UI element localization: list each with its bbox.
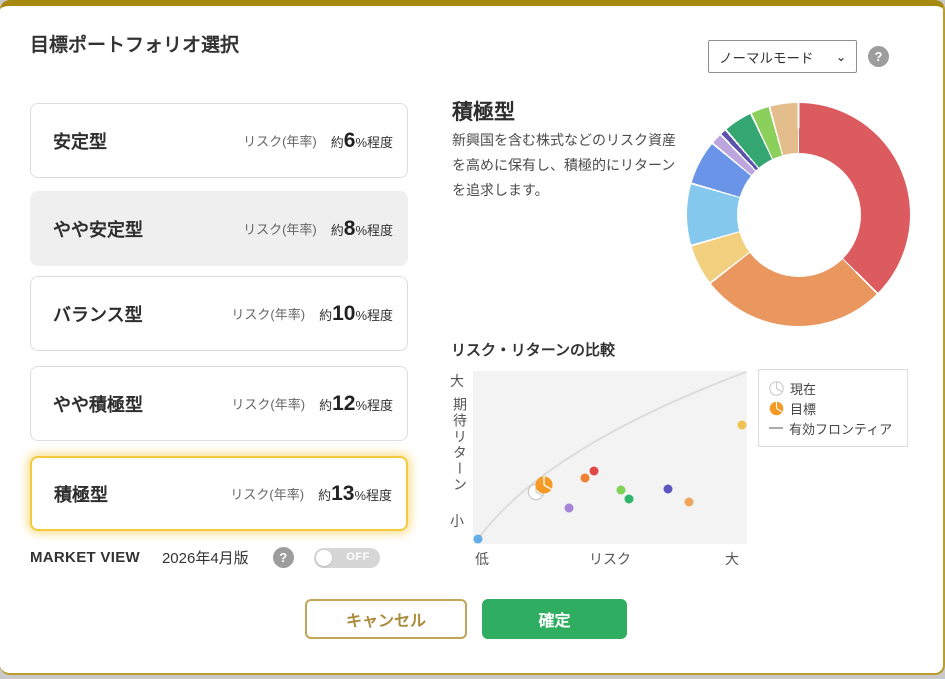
risk-value: 約 6 %程度 <box>330 128 393 152</box>
asset-green-dot <box>624 494 634 504</box>
selected-portfolio-title: 積極型 <box>452 101 515 124</box>
risk-value: 約 13 %程度 <box>318 481 392 505</box>
plot-legend: 現在 目標有効フロンティア <box>758 369 908 447</box>
asset-indigo-dot <box>663 484 673 494</box>
frontier-line-icon <box>769 427 783 429</box>
confirm-button[interactable]: 確定 <box>482 599 627 639</box>
market-view-toggle[interactable]: OFF <box>313 547 380 568</box>
comparison-title: リスク・リターンの比較 <box>451 342 615 359</box>
page-title: 目標ポートフォリオ選択 <box>30 35 240 56</box>
risk-value: 約 12 %程度 <box>319 391 393 415</box>
legend-label: 目標 <box>790 401 817 417</box>
legend-item: 現在 <box>769 378 897 398</box>
risk-label: リスク(年率) <box>230 487 305 502</box>
asset-tan-dot <box>684 497 694 507</box>
portfolio-option-semi-aggressive[interactable]: やや積極型 リスク(年率) 約 12 %程度 <box>30 366 408 441</box>
y-axis-max-label: 大 <box>450 373 464 389</box>
risk-return-plot <box>473 371 747 544</box>
portfolio-option-balanced[interactable]: バランス型 リスク(年率) 約 10 %程度 <box>30 276 408 351</box>
risk-label: リスク(年率) <box>243 222 317 237</box>
allocation-donut-chart <box>687 103 910 326</box>
y-axis-min-label: 小 <box>450 513 464 529</box>
portfolio-name: やや安定型 <box>53 219 143 240</box>
asset-lightgreen-dot <box>616 485 626 495</box>
risk-label: リスク(年率) <box>231 397 306 412</box>
current-pie-icon <box>769 380 784 396</box>
risk-label: リスク(年率) <box>243 134 317 149</box>
mode-help-icon[interactable]: ? <box>868 46 889 67</box>
risk-value: 約 8 %程度 <box>330 216 393 240</box>
market-view-edition: 2026年4月版 <box>161 550 249 567</box>
asset-red-dot <box>589 466 599 476</box>
legend-item: 有効フロンティア <box>769 418 897 438</box>
mode-select-dropdown[interactable]: ノーマルモード ⌄ <box>708 40 857 73</box>
market-view-help-icon[interactable]: ? <box>272 547 294 568</box>
target-pie-marker <box>535 476 554 495</box>
donut-hole <box>736 152 861 277</box>
x-axis-min-label: 低 <box>475 551 489 567</box>
asset-yellow-dot <box>737 420 747 430</box>
toggle-state-label: OFF <box>346 550 370 563</box>
portfolio-option-stable[interactable]: 安定型 リスク(年率) 約 6 %程度 <box>30 103 408 178</box>
portfolio-option-semi-stable[interactable]: やや安定型 リスク(年率) 約 8 %程度 <box>30 191 408 266</box>
legend-item: 目標 <box>769 398 897 418</box>
portfolio-option-aggressive[interactable]: 積極型 リスク(年率) 約 13 %程度 <box>30 456 408 531</box>
y-axis-labels: 大 期待リターン 小 <box>447 371 469 544</box>
portfolio-name: バランス型 <box>53 304 143 325</box>
risk-label: リスク(年率) <box>231 307 306 322</box>
legend-label: 現在 <box>790 381 817 397</box>
selected-portfolio-description: 新興国を含む株式などのリスク資産を高めに保有し、積極的にリターンを追求します。 <box>452 132 676 198</box>
legend-label: 有効フロンティア <box>789 421 893 437</box>
risk-value: 約 10 %程度 <box>319 301 393 325</box>
asset-lightblue-dot <box>473 534 483 544</box>
market-view-label: MARKET VIEW <box>30 549 140 566</box>
portfolio-name: 安定型 <box>53 131 107 152</box>
target-pie-icon <box>769 401 784 416</box>
toggle-knob <box>315 549 332 566</box>
portfolio-name: やや積極型 <box>53 394 143 415</box>
x-axis-title: リスク <box>589 551 631 567</box>
market-view-row: MARKET VIEW 2026年4月版 ? OFF <box>30 547 380 568</box>
asset-orange-dot <box>580 473 590 483</box>
x-axis-max-label: 大 <box>725 551 739 567</box>
cancel-button[interactable]: キャンセル <box>305 599 467 639</box>
efficient-frontier-line <box>474 371 747 544</box>
asset-purple-dot <box>564 503 574 513</box>
mode-select-value: ノーマルモード <box>719 50 814 66</box>
portfolio-name: 積極型 <box>54 484 108 505</box>
chevron-down-icon: ⌄ <box>835 49 846 64</box>
y-axis-title: 期待リターン <box>452 397 468 493</box>
